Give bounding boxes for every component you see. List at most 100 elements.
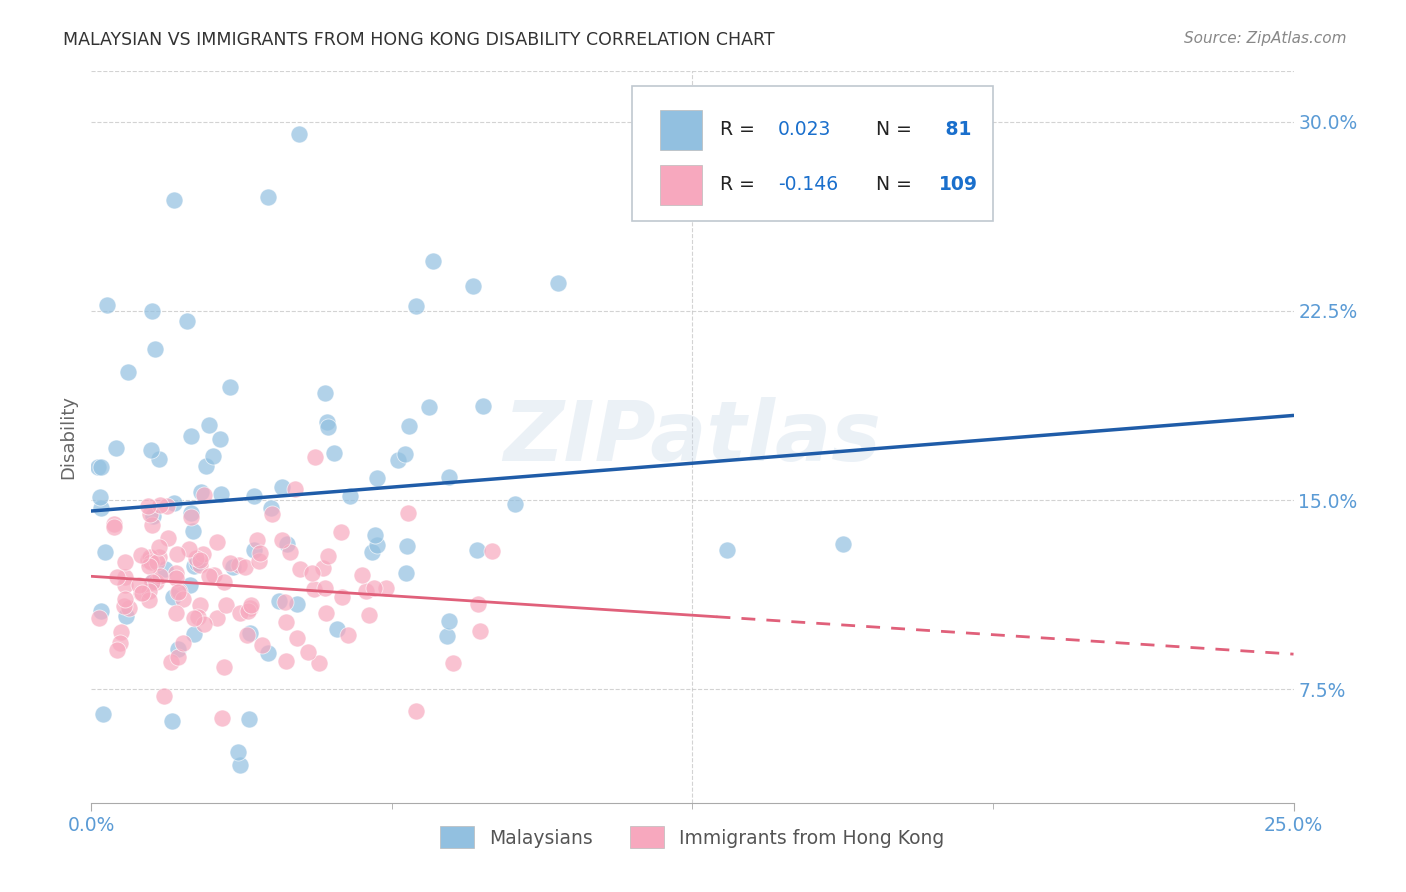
Point <box>160 655 183 669</box>
Point <box>316 419 339 434</box>
Point <box>219 380 242 394</box>
Point <box>153 689 176 703</box>
Text: 0.023: 0.023 <box>778 120 831 139</box>
Point <box>167 583 190 598</box>
Point <box>326 623 349 637</box>
Point <box>183 611 205 625</box>
Point <box>105 642 128 657</box>
Point <box>114 577 136 591</box>
Point <box>505 497 527 511</box>
Point <box>162 714 184 728</box>
Point <box>228 558 250 573</box>
Point <box>141 518 163 533</box>
Point <box>339 489 361 503</box>
Point <box>141 574 163 589</box>
Point <box>312 561 335 575</box>
Point <box>148 540 170 554</box>
Y-axis label: Disability: Disability <box>59 395 77 479</box>
Point <box>156 531 179 545</box>
Point <box>145 575 167 590</box>
Point <box>108 635 131 649</box>
Point <box>481 544 503 558</box>
Point <box>302 582 325 596</box>
Point <box>337 628 360 642</box>
Point <box>361 545 384 559</box>
Point <box>103 516 125 531</box>
Point <box>301 566 323 581</box>
Point <box>198 569 221 583</box>
Point <box>149 498 172 512</box>
Point <box>274 654 297 668</box>
Point <box>271 479 294 493</box>
FancyBboxPatch shape <box>659 110 702 150</box>
Point <box>205 611 228 625</box>
Point <box>239 626 262 640</box>
Point <box>243 489 266 503</box>
Point <box>260 501 283 516</box>
Point <box>314 385 336 400</box>
Point <box>131 586 153 600</box>
Point <box>274 595 297 609</box>
Point <box>418 400 440 414</box>
Point <box>183 627 205 641</box>
Point <box>131 586 153 600</box>
Point <box>145 555 167 569</box>
Legend: Malaysians, Immigrants from Hong Kong: Malaysians, Immigrants from Hong Kong <box>433 819 952 855</box>
Point <box>323 446 346 460</box>
Point <box>468 624 491 638</box>
Point <box>195 459 218 474</box>
Point <box>250 638 273 652</box>
Point <box>179 578 201 592</box>
Point <box>103 520 125 534</box>
Point <box>226 745 249 759</box>
Point <box>212 574 235 589</box>
Point <box>318 549 340 563</box>
Point <box>142 574 165 588</box>
Point <box>148 549 170 564</box>
Point <box>136 553 159 567</box>
Point <box>90 460 112 475</box>
Point <box>222 560 245 574</box>
Point <box>90 500 112 515</box>
Point <box>114 570 136 584</box>
Point <box>162 590 184 604</box>
Point <box>243 542 266 557</box>
Point <box>96 298 118 312</box>
Point <box>247 554 270 568</box>
Point <box>374 581 396 595</box>
Point <box>179 542 201 557</box>
Point <box>398 419 420 434</box>
FancyBboxPatch shape <box>633 86 993 221</box>
Text: N =: N = <box>865 175 918 194</box>
Point <box>467 597 489 611</box>
Point <box>285 597 308 611</box>
Point <box>167 585 190 599</box>
Point <box>209 487 232 501</box>
Point <box>233 560 256 574</box>
Point <box>357 607 380 622</box>
Point <box>176 314 198 328</box>
Point <box>330 591 353 605</box>
Text: 109: 109 <box>939 175 979 194</box>
Point <box>89 491 111 505</box>
Point <box>149 569 172 583</box>
Point <box>260 507 283 521</box>
Point <box>114 592 136 607</box>
Text: R =: R = <box>720 175 761 194</box>
Point <box>354 584 377 599</box>
Point <box>405 704 427 718</box>
Point <box>276 537 298 551</box>
Point <box>165 606 187 620</box>
Point <box>153 561 176 575</box>
Point <box>148 451 170 466</box>
Point <box>117 365 139 379</box>
Point <box>229 606 252 620</box>
Point <box>104 441 127 455</box>
Point <box>139 549 162 564</box>
Point <box>472 400 495 414</box>
Point <box>290 562 312 576</box>
Point <box>87 611 110 625</box>
Point <box>366 539 388 553</box>
Point <box>256 190 278 204</box>
Point <box>180 429 202 443</box>
